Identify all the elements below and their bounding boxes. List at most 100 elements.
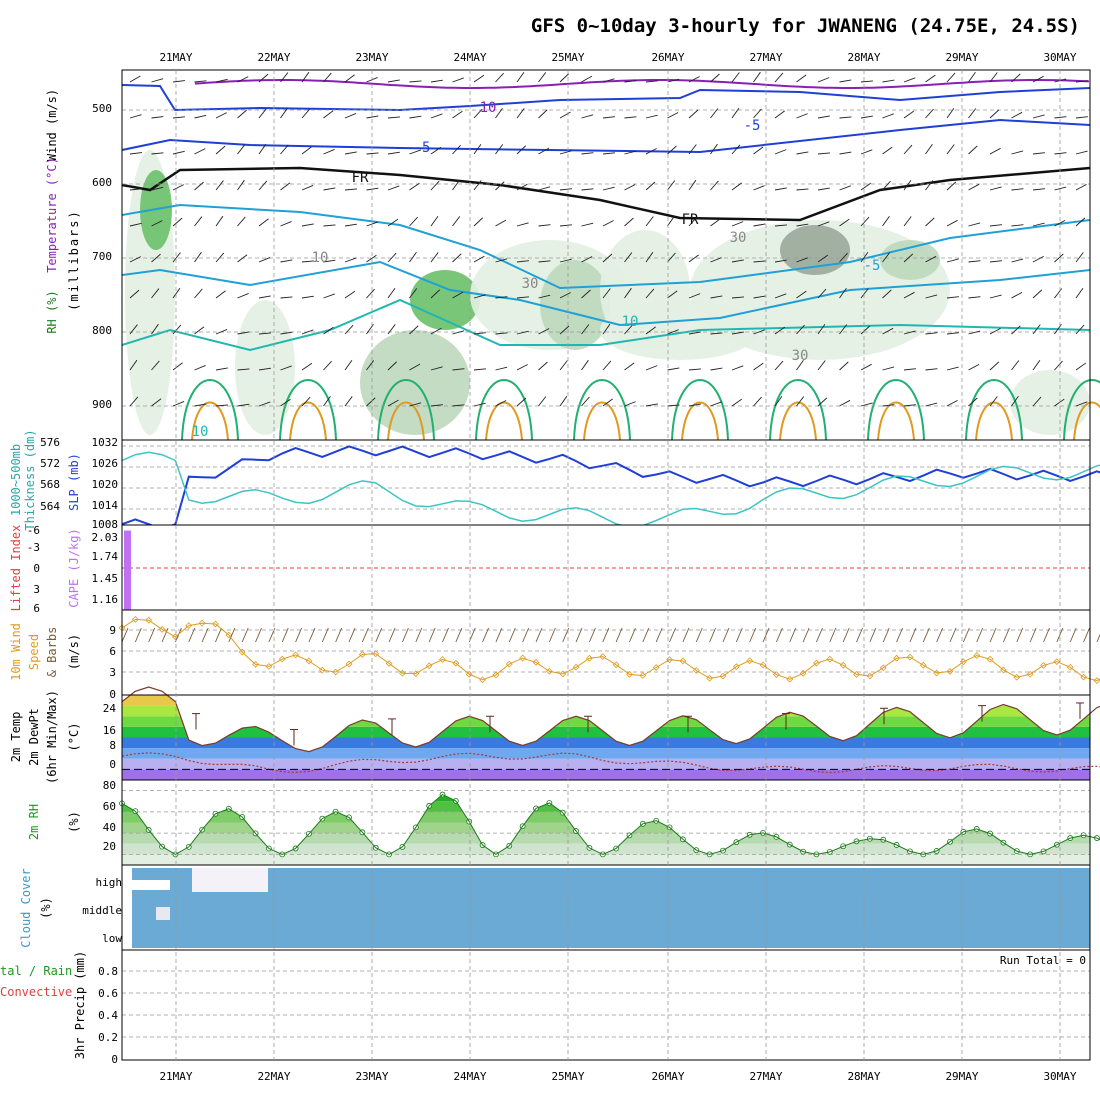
wind-barb bbox=[710, 401, 722, 407]
wind-barb bbox=[430, 113, 443, 119]
wind-barb bbox=[1032, 359, 1041, 371]
wind10-barb bbox=[1043, 627, 1050, 643]
wind-barb bbox=[323, 72, 332, 83]
wind-barb bbox=[753, 108, 762, 119]
wind-barb bbox=[1075, 150, 1088, 155]
wind-barb bbox=[645, 80, 658, 83]
wind10-barb bbox=[709, 627, 717, 643]
wind-barb bbox=[1075, 252, 1084, 263]
wind-barb bbox=[624, 116, 637, 119]
wind-barb bbox=[387, 151, 400, 155]
temp-unit: (°C) bbox=[67, 723, 81, 752]
run-total-label: Run Total = 0 bbox=[1000, 954, 1086, 967]
wind-barb bbox=[366, 254, 377, 263]
wind-barb bbox=[516, 296, 529, 299]
wind-barb bbox=[344, 74, 355, 83]
wind-barb bbox=[323, 360, 332, 371]
wind10-barb bbox=[962, 627, 970, 643]
wind10-barb bbox=[882, 627, 890, 643]
chart-title: GFS 0~10day 3-hourly for JWANENG (24.75E… bbox=[531, 15, 1080, 37]
wind10-barb bbox=[722, 627, 730, 643]
wind-barb bbox=[129, 289, 140, 299]
wind-barb bbox=[495, 72, 504, 83]
wind-barb bbox=[409, 402, 422, 407]
wind-barb bbox=[1032, 188, 1045, 191]
wind-barb bbox=[495, 144, 504, 155]
wind-barb bbox=[237, 109, 247, 119]
wind-barb bbox=[753, 329, 765, 335]
li-tick: -6 bbox=[27, 524, 40, 537]
wind-barb bbox=[215, 290, 226, 299]
date-label-top: 26MAY bbox=[651, 51, 684, 64]
wind-barb bbox=[473, 368, 486, 371]
wind-barb bbox=[624, 401, 636, 407]
wind10-barb bbox=[842, 627, 850, 643]
wind10-barb bbox=[508, 627, 516, 643]
wind-barb bbox=[903, 110, 915, 119]
wind-barb bbox=[667, 404, 680, 407]
li-tick: -3 bbox=[27, 541, 40, 554]
wind-barb bbox=[774, 110, 785, 119]
temp-contour-20 bbox=[681, 401, 719, 441]
slp-label: SLP (mb) bbox=[67, 453, 81, 511]
wind-barb bbox=[624, 324, 633, 335]
wind-barb bbox=[817, 254, 829, 263]
wind-barb bbox=[624, 150, 637, 155]
slp-tick: 1026 bbox=[92, 457, 119, 470]
cloud-clear-high-2 bbox=[132, 880, 170, 890]
wind-barb bbox=[151, 253, 161, 263]
wind10-barb bbox=[148, 627, 156, 643]
wind-barb bbox=[301, 108, 311, 119]
date-label-top: 28MAY bbox=[847, 51, 880, 64]
wind-barb bbox=[366, 221, 378, 227]
cape-bar bbox=[124, 530, 131, 610]
wind10-barb bbox=[1016, 627, 1024, 643]
wind-barb bbox=[839, 252, 848, 263]
wind-barb bbox=[731, 221, 744, 227]
wind-barb bbox=[538, 396, 547, 407]
wind-barb bbox=[968, 145, 978, 155]
wind-barb bbox=[710, 180, 719, 191]
wind-barb bbox=[258, 73, 269, 83]
wind-barb bbox=[688, 403, 701, 407]
temp-contour-20 bbox=[485, 401, 523, 441]
wind-barb bbox=[968, 330, 981, 335]
wind-barb bbox=[946, 332, 959, 335]
temp-contour-5 bbox=[121, 260, 1091, 327]
wind-barb bbox=[774, 326, 786, 335]
wind-barb bbox=[280, 144, 289, 155]
wind-barb bbox=[882, 79, 895, 83]
wind-barb bbox=[710, 367, 723, 371]
wind-barb bbox=[602, 152, 615, 155]
wind-barb bbox=[796, 113, 808, 119]
wind10-barb bbox=[1083, 627, 1090, 643]
wind10-barb bbox=[402, 627, 409, 643]
wind-barb bbox=[1054, 219, 1066, 227]
wind-barb bbox=[753, 260, 766, 263]
temp-contour-15 bbox=[377, 379, 435, 441]
temp-tick: 24 bbox=[103, 702, 117, 715]
wind10-barb bbox=[936, 627, 944, 643]
wind-barb bbox=[645, 288, 655, 299]
rh2m-panel bbox=[119, 779, 1100, 866]
wind-barb bbox=[194, 403, 207, 407]
temp-band bbox=[122, 695, 1090, 706]
wind-barb bbox=[516, 108, 525, 119]
wind-barb bbox=[903, 216, 912, 227]
wind-barb bbox=[495, 258, 508, 263]
date-label-top: 23MAY bbox=[355, 51, 388, 64]
slp-tick: 1008 bbox=[92, 518, 119, 531]
wind-barb bbox=[366, 187, 379, 191]
wind-barb bbox=[237, 331, 250, 335]
wind10-barb bbox=[134, 627, 142, 643]
wind-barb bbox=[839, 185, 851, 191]
wind10-point bbox=[933, 669, 941, 677]
wind-barb bbox=[323, 259, 336, 263]
wind-barb bbox=[215, 329, 228, 335]
wind-barb bbox=[667, 145, 677, 155]
temp-contour-15 bbox=[965, 379, 1023, 441]
wind-barb bbox=[258, 367, 271, 371]
wind-barb bbox=[516, 145, 527, 155]
wind-barb bbox=[452, 404, 465, 407]
wind10-barb bbox=[602, 627, 610, 643]
